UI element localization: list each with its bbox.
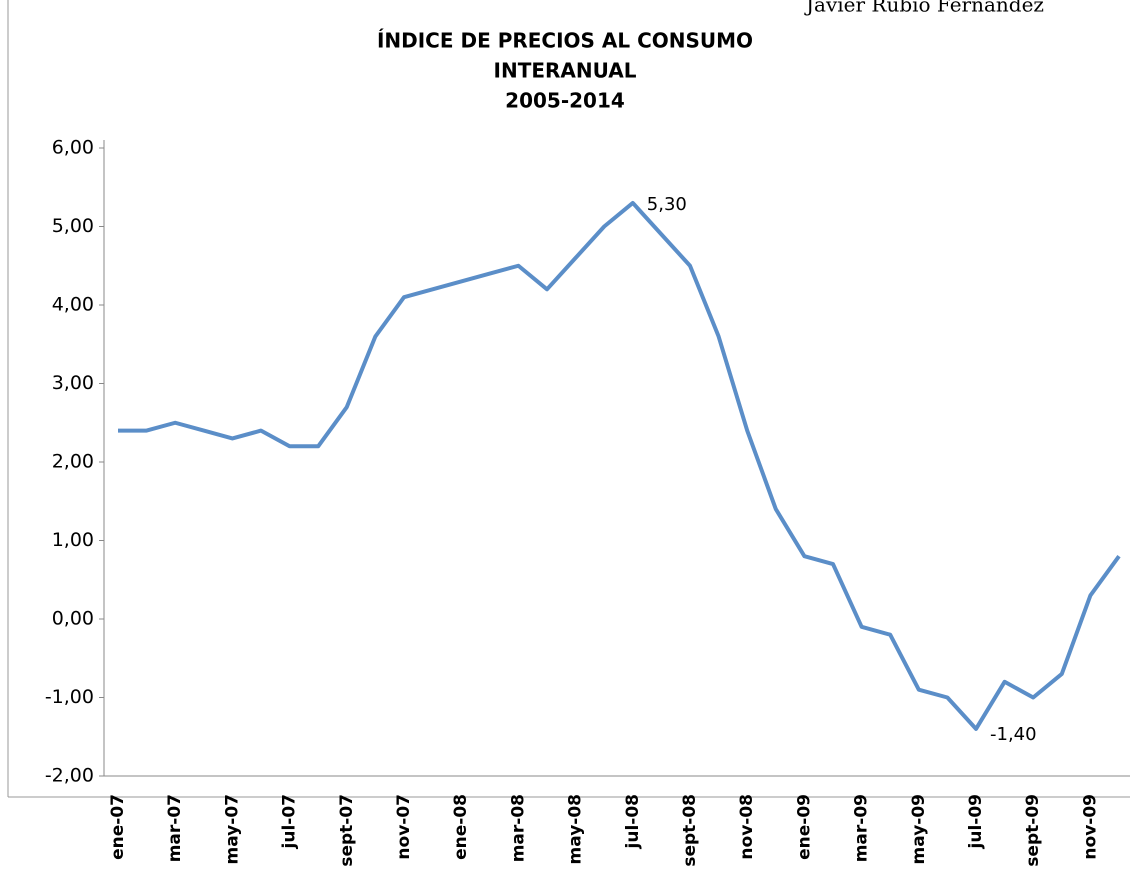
y-tick-label: -2,00: [45, 765, 94, 787]
y-tick-label: 5,00: [52, 215, 94, 237]
x-tick-label: ene-07: [108, 794, 128, 860]
x-tick-label: may-07: [222, 794, 242, 864]
chart-title: INTERANUAL: [494, 59, 637, 83]
y-tick-label: 4,00: [52, 294, 94, 316]
y-tick-label: 3,00: [52, 372, 94, 394]
y-tick-label: -1,00: [45, 686, 94, 708]
x-tick-label: sept-08: [680, 794, 700, 867]
x-tick-label: jul-07: [280, 794, 300, 849]
data-label: -1,40: [990, 724, 1037, 745]
y-tick-label: 0,00: [52, 608, 94, 630]
x-tick-label: nov-07: [394, 794, 414, 860]
x-tick-label: ene-09: [794, 794, 814, 860]
x-tick-label: jul-08: [623, 794, 643, 849]
chart-title: 2005-2014: [505, 89, 625, 113]
y-tick-label: 1,00: [52, 529, 94, 551]
chart-title: ÍNDICE DE PRECIOS AL CONSUMO: [377, 29, 753, 53]
x-tick-label: jul-09: [966, 794, 986, 849]
y-tick-label: 6,00: [52, 137, 94, 159]
x-tick-label: sept-09: [1023, 794, 1043, 867]
author: Javier Rubio Fernández: [804, 0, 1044, 17]
x-tick-label: ene-08: [451, 794, 471, 860]
x-tick-label: mar-09: [852, 794, 872, 862]
y-tick-label: 2,00: [52, 451, 94, 473]
data-label: 5,30: [647, 194, 687, 215]
x-tick-label: mar-08: [508, 794, 528, 862]
x-tick-label: mar-07: [165, 794, 185, 862]
x-tick-label: may-09: [909, 794, 929, 864]
x-tick-label: nov-08: [737, 794, 757, 860]
x-tick-label: may-08: [566, 794, 586, 864]
x-tick-label: sept-07: [337, 794, 357, 867]
x-tick-label: nov-09: [1080, 794, 1100, 860]
data-line: [118, 200, 1121, 731]
